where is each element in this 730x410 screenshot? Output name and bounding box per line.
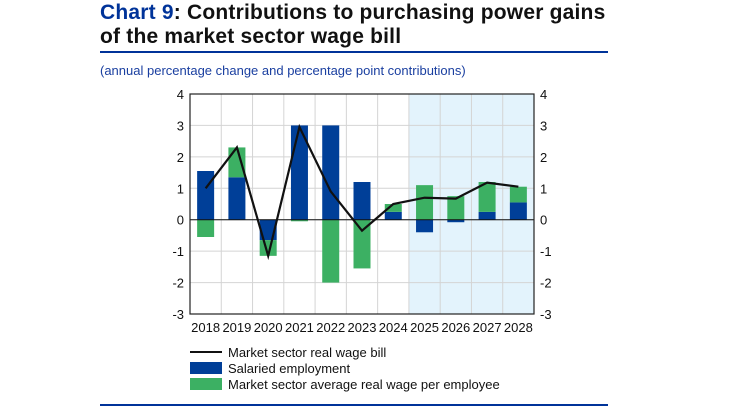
y-tick-right: 1 [540,181,547,196]
bar-real-wage-per-employee [416,185,434,220]
bar-salaried-employment [447,219,465,223]
bar-salaried-employment [197,171,215,220]
y-tick-right: -3 [540,307,552,322]
bar-salaried-employment [353,182,371,220]
legend: Market sector real wage bill Salaried em… [190,344,500,392]
y-tick-right: 4 [540,87,547,102]
bar-salaried-employment [509,202,527,220]
line-real-wage-bill [204,123,519,261]
bar-real-wage-per-employee [478,182,496,212]
title-rule [100,51,608,53]
bar-salaried-employment [228,177,246,220]
bar-real-wage-per-employee [322,219,340,283]
chart-subtitle: (annual percentage change and percentage… [100,63,466,78]
bar-real-wage-per-employee [353,219,371,269]
chart-title-text: : Contributions to purchasing power gain… [100,1,606,48]
plot-frame [189,93,535,315]
chart-number: Chart 9 [100,1,174,24]
bar-salaried-employment [384,211,402,220]
legend-salaried-swatch [190,362,222,374]
legend-label: Salaried employment [228,360,351,376]
chart-title: Chart 9: Contributions to purchasing pow… [100,1,620,49]
y-tick-right: 0 [540,213,547,228]
bar-real-wage-per-employee [290,219,308,222]
x-tick: 2023 [348,320,377,335]
x-tick: 2028 [504,320,533,335]
legend-item-wage: Market sector average real wage per empl… [190,376,500,392]
y-tick-right: -2 [540,276,552,291]
legend-label: Market sector real wage bill [228,344,387,360]
x-tick: 2021 [285,320,314,335]
y-tick-left: 4 [177,87,184,102]
x-tick: 2018 [191,320,220,335]
x-tick: 2025 [410,320,439,335]
bar-real-wage-per-employee [509,186,527,203]
legend-label: Market sector average real wage per empl… [228,376,500,392]
legend-wage-swatch [190,378,222,390]
bottom-rule [100,404,608,406]
y-tick-right: -1 [540,244,552,259]
y-tick-left: 0 [177,213,184,228]
y-tick-left: 1 [177,181,184,196]
x-tick: 2022 [316,320,345,335]
legend-item-salaried: Salaried employment [190,360,500,376]
x-tick: 2024 [379,320,408,335]
y-tick-left: -1 [172,244,184,259]
y-tick-left: 3 [177,118,184,133]
y-tick-left: -2 [172,276,184,291]
x-tick: 2020 [254,320,283,335]
legend-line-swatch [190,351,222,353]
y-tick-right: 3 [540,118,547,133]
bar-salaried-employment [416,219,434,233]
x-tick: 2026 [441,320,470,335]
bar-real-wage-per-employee [447,196,465,220]
y-tick-right: 2 [540,150,547,165]
x-tick: 2019 [222,320,251,335]
y-tick-left: -3 [172,307,184,322]
x-tick: 2027 [473,320,502,335]
legend-item-line: Market sector real wage bill [190,344,500,360]
bar-real-wage-per-employee [228,147,246,178]
bar-real-wage-per-employee [197,219,215,237]
bar-real-wage-per-employee [384,204,402,212]
y-tick-left: 2 [177,150,184,165]
bar-salaried-employment [478,211,496,220]
bar-salaried-employment [322,125,340,220]
